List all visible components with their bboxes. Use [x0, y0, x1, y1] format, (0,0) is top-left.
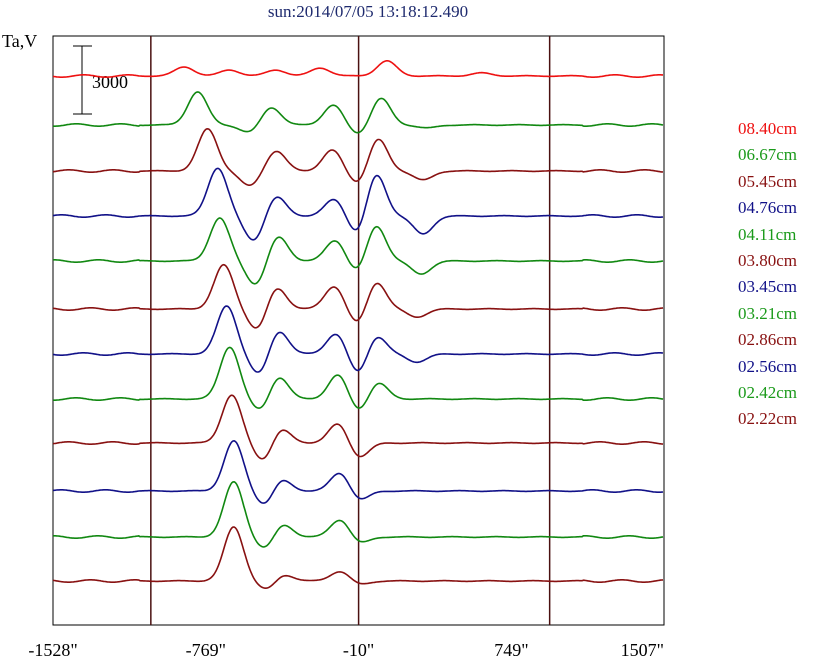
x-tick-label: 1507": [621, 640, 664, 660]
x-tick-label: 749": [494, 640, 528, 660]
chart-title: sun:2014/07/05 13:18:12.490: [267, 2, 469, 21]
legend-item: 03.21cm: [738, 303, 798, 323]
x-tick-label: -10": [343, 640, 374, 660]
legend-item: 03.80cm: [738, 251, 798, 270]
legend-item: 04.11cm: [738, 224, 797, 244]
legend-item: 02.86cm: [738, 330, 798, 350]
series-line-03.45cm: [52, 305, 664, 373]
legend-item: 08.40cm: [738, 119, 798, 138]
series-line-03.21cm: [53, 346, 664, 409]
x-tick-label: -1528": [28, 640, 77, 660]
series-line-08.40cm: [52, 60, 663, 78]
scale-bar: 3000: [73, 45, 128, 115]
series-line-02.56cm: [52, 439, 664, 504]
series-line-03.80cm: [52, 263, 664, 329]
series-line-05.45cm: [52, 127, 664, 186]
legend-item: 04.76cm: [738, 198, 798, 218]
legend-item: 03.45cm: [738, 277, 798, 297]
legend-item: 05.45cm: [738, 171, 798, 191]
series-line-02.42cm: [53, 480, 664, 548]
series-line-06.67cm: [53, 91, 664, 134]
series-line-02.22cm: [52, 526, 664, 590]
legend-item: 02.56cm: [738, 356, 798, 376]
series-line-04.76cm: [52, 167, 664, 241]
series-line-02.86cm: [52, 394, 664, 460]
y-axis-label: Ta,V: [2, 31, 38, 51]
legend-item: 02.22cm: [738, 409, 798, 429]
legend-item: 06.67cm: [738, 145, 798, 165]
series-line-04.11cm: [53, 217, 664, 285]
x-tick-label: -769": [186, 640, 226, 660]
legend-item: 02.42cm: [738, 383, 798, 402]
